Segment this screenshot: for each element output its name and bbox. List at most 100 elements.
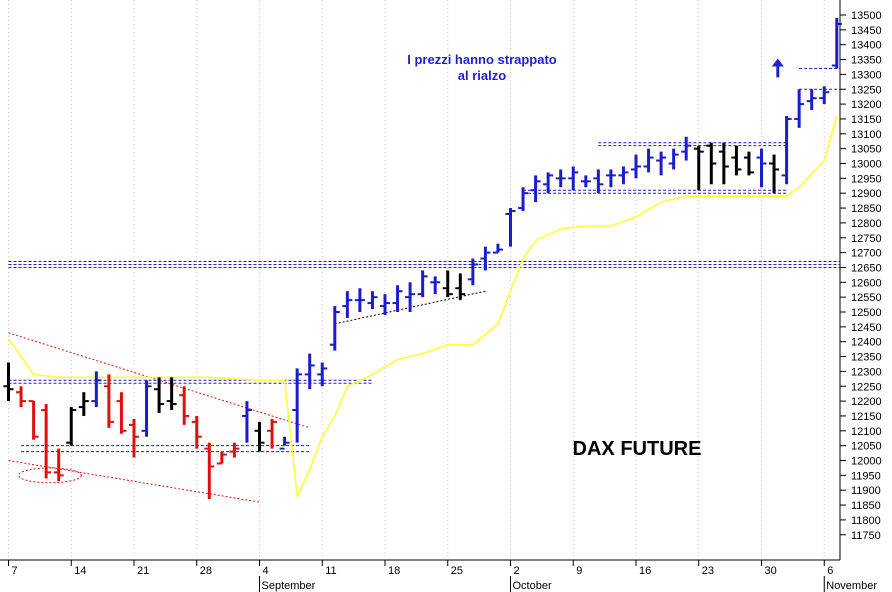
ohlc-bar bbox=[78, 392, 89, 416]
ohlc-bar bbox=[342, 291, 353, 318]
y-tick-label: 12750 bbox=[851, 233, 882, 245]
y-tick-label: 12800 bbox=[851, 218, 882, 230]
y-tick-label: 12950 bbox=[851, 173, 882, 185]
ohlc-bar bbox=[718, 142, 729, 185]
ohlc-bar bbox=[656, 151, 667, 176]
ohlc-bar bbox=[53, 448, 64, 482]
ohlc-bar bbox=[103, 374, 114, 428]
y-tick-label: 12350 bbox=[851, 352, 882, 364]
y-tick-label: 12300 bbox=[851, 366, 882, 378]
ohlc-bar bbox=[605, 169, 616, 188]
ohlc-bar bbox=[129, 418, 139, 458]
ohlc-bar bbox=[543, 172, 554, 194]
y-tick-label: 11750 bbox=[851, 530, 881, 542]
ohlc-bar bbox=[769, 154, 780, 194]
y-tick-label: 12600 bbox=[851, 277, 882, 289]
y-tick-label: 13000 bbox=[851, 159, 882, 171]
ohlc-bar bbox=[794, 89, 805, 128]
annotation-line-2: al rialzo bbox=[458, 68, 506, 83]
x-tick-label: 11 bbox=[325, 565, 336, 577]
y-tick-label: 13400 bbox=[851, 40, 882, 52]
ohlc-bar bbox=[618, 166, 629, 185]
ohlc-bar bbox=[731, 145, 742, 176]
x-tick-label: 2 bbox=[514, 565, 520, 577]
y-tick-label: 12900 bbox=[851, 188, 882, 200]
x-tick-label: 6 bbox=[827, 565, 833, 577]
ohlc-bar bbox=[442, 270, 453, 298]
x-tick-label: 30 bbox=[765, 565, 777, 577]
y-tick-label: 13050 bbox=[851, 144, 882, 156]
ohlc-bar bbox=[292, 368, 303, 443]
y-tick-label: 12650 bbox=[851, 262, 882, 274]
chart-annotations bbox=[18, 58, 784, 484]
ohlc-bar bbox=[530, 175, 541, 203]
ohlc-bar bbox=[254, 421, 265, 452]
y-tick-label: 13450 bbox=[851, 25, 882, 37]
x-tick-label: 7 bbox=[12, 565, 18, 577]
ohlc-bar bbox=[16, 386, 27, 408]
x-axis-ticks: 7 14 21 28 4 11 18 25 2 9 16 23 30 6 September October N… bbox=[8, 560, 877, 592]
annotation-line-1: I prezzi hanno strappato bbox=[407, 52, 557, 67]
y-tick-label: 12250 bbox=[851, 381, 882, 393]
ohlc-bar bbox=[781, 115, 792, 185]
ohlc-bar bbox=[28, 400, 39, 440]
low-ellipse bbox=[18, 467, 82, 484]
ohlc-bar bbox=[267, 418, 278, 449]
ohlc-bar bbox=[706, 142, 717, 185]
ohlc-bar bbox=[229, 442, 240, 458]
y-tick-label: 13300 bbox=[851, 69, 882, 81]
y-tick-label: 13500 bbox=[851, 10, 882, 22]
ohlc-bar bbox=[91, 371, 102, 408]
month-label: September bbox=[262, 580, 316, 592]
trend-line-1 bbox=[8, 460, 260, 503]
ohlc-bar bbox=[467, 258, 478, 286]
ohlc-bar bbox=[354, 288, 365, 312]
ohlc-bar bbox=[643, 148, 654, 173]
y-tick-label: 12050 bbox=[851, 441, 882, 453]
ohlc-bar bbox=[66, 407, 77, 446]
ohlc-bar bbox=[492, 243, 503, 254]
ohlc-bar bbox=[241, 401, 252, 443]
ohlc-bar bbox=[743, 151, 754, 176]
x-tick-label: 18 bbox=[388, 565, 400, 577]
y-tick-label: 12400 bbox=[851, 337, 882, 349]
y-tick-label: 12550 bbox=[851, 292, 882, 304]
axes bbox=[0, 0, 841, 561]
ohlc-bar bbox=[166, 377, 177, 411]
y-tick-label: 13200 bbox=[851, 99, 882, 111]
y-tick-label: 12850 bbox=[851, 203, 882, 215]
ohlc-bar bbox=[279, 436, 290, 450]
ohlc-bar bbox=[179, 386, 190, 425]
y-axis-ticks: 11750 11800 11850 11900 11950 12000 12050 12100… bbox=[840, 10, 882, 542]
ohlc-bar bbox=[806, 89, 817, 111]
y-tick-label: 11850 bbox=[851, 500, 881, 512]
ohlc-bar bbox=[405, 282, 416, 312]
ohlc-bar bbox=[191, 415, 202, 449]
ohlc-bar bbox=[631, 154, 641, 179]
ohlc-bar bbox=[116, 392, 127, 434]
support-resistance-levels bbox=[8, 67, 840, 453]
x-tick-label: 23 bbox=[702, 565, 714, 577]
y-tick-label: 12700 bbox=[851, 248, 882, 260]
ohlc-bar bbox=[154, 377, 165, 413]
ohlc-bar bbox=[141, 380, 152, 437]
x-tick-label: 14 bbox=[74, 565, 86, 577]
x-tick-label: 21 bbox=[137, 565, 149, 577]
ohlc-bar bbox=[380, 294, 390, 315]
y-tick-label: 13350 bbox=[851, 55, 882, 67]
y-tick-label: 12100 bbox=[851, 426, 882, 438]
y-tick-label: 13150 bbox=[851, 114, 882, 126]
moving-average-line bbox=[7, 115, 838, 500]
ohlc-bar bbox=[392, 285, 403, 312]
y-tick-label: 12000 bbox=[851, 456, 882, 468]
x-tick-label: 9 bbox=[576, 565, 582, 577]
ohlc-bar bbox=[681, 136, 692, 161]
ohlc-bar bbox=[555, 169, 566, 188]
y-tick-label: 12450 bbox=[851, 322, 882, 334]
ohlc-bar bbox=[417, 270, 428, 298]
x-tick-label: 16 bbox=[639, 565, 651, 577]
y-tick-label: 11950 bbox=[851, 470, 881, 482]
ohlc-bar bbox=[756, 148, 767, 188]
